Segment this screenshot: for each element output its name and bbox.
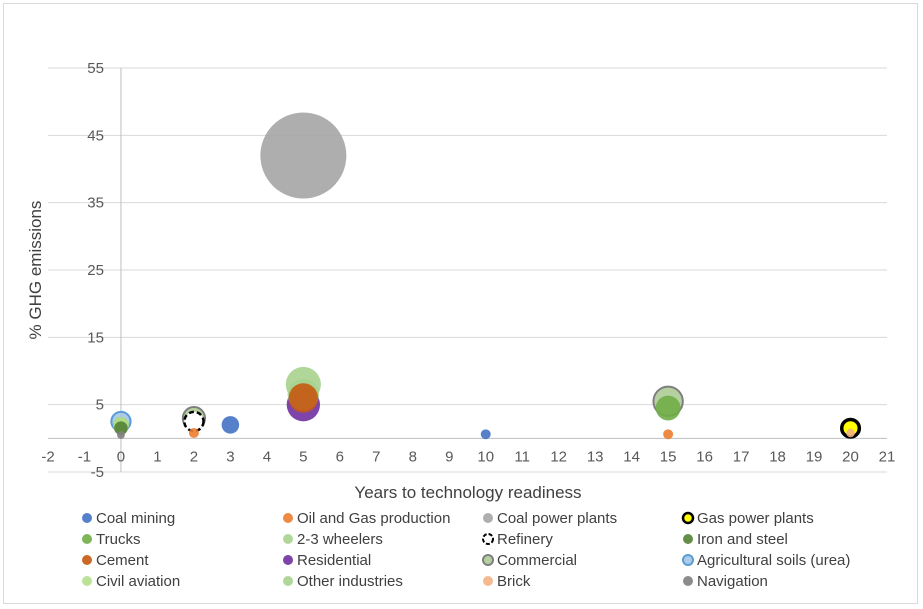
bubbles bbox=[110, 112, 862, 440]
x-tick-label: 1 bbox=[153, 448, 161, 465]
bubble-iron-and-steel bbox=[114, 421, 128, 436]
x-tick-label: 9 bbox=[445, 448, 453, 465]
x-axis-title: Years to technology readiness bbox=[354, 483, 581, 502]
x-tick-label: 15 bbox=[660, 448, 677, 465]
gridlines bbox=[48, 67, 887, 473]
legend-marker bbox=[283, 534, 293, 544]
legend: Coal mining Oil and Gas production Coal po… bbox=[82, 510, 850, 590]
x-tick-label: 11 bbox=[514, 448, 530, 465]
x-tick-label: 20 bbox=[842, 448, 859, 465]
legend-label: Brick bbox=[497, 573, 531, 590]
x-tick-label: 18 bbox=[769, 448, 786, 465]
legend-marker bbox=[283, 576, 293, 586]
legend-label: 2-3 wheelers bbox=[297, 531, 383, 548]
bubble-coal-mining bbox=[480, 429, 491, 440]
x-tick-label: 19 bbox=[806, 448, 823, 465]
legend-marker bbox=[82, 555, 92, 565]
bubble-trucks bbox=[655, 395, 681, 421]
x-tick-label: -1 bbox=[78, 448, 91, 465]
legend-marker bbox=[683, 534, 693, 544]
legend-label: Residential bbox=[297, 552, 371, 569]
legend-label: Cement bbox=[96, 552, 149, 569]
legend-marker bbox=[82, 513, 92, 523]
bubble-navigation bbox=[117, 431, 125, 439]
y-axis-title: % GHG emissions bbox=[26, 201, 45, 340]
y-tick-label: 25 bbox=[87, 262, 104, 279]
legend-marker bbox=[483, 513, 493, 523]
legend-marker bbox=[683, 576, 693, 586]
x-tick-label: 6 bbox=[336, 448, 344, 465]
axes bbox=[48, 68, 887, 472]
legend-marker bbox=[283, 513, 293, 523]
y-tick-label: -5 bbox=[91, 464, 104, 481]
legend-label: Oil and Gas production bbox=[297, 510, 450, 527]
bubble-coal-power-plants bbox=[260, 112, 347, 199]
x-tick-label: 13 bbox=[587, 448, 604, 465]
legend-marker bbox=[283, 555, 293, 565]
y-tick-label: 55 bbox=[87, 60, 104, 77]
legend-marker bbox=[483, 576, 493, 586]
legend-marker bbox=[482, 554, 494, 566]
legend-marker bbox=[482, 533, 494, 545]
y-tick-label: 15 bbox=[87, 329, 104, 346]
legend-label: Coal power plants bbox=[497, 510, 617, 527]
x-tick-label: 2 bbox=[190, 448, 198, 465]
legend-label: Civil aviation bbox=[96, 573, 180, 590]
x-tick-label: 8 bbox=[409, 448, 417, 465]
x-tick-label: 17 bbox=[733, 448, 750, 465]
x-tick-label: 4 bbox=[263, 448, 271, 465]
y-tick-label: 5 bbox=[96, 397, 104, 414]
x-tick-label: 3 bbox=[226, 448, 234, 465]
legend-marker bbox=[682, 554, 694, 566]
legend-marker bbox=[82, 576, 92, 586]
legend-label: Refinery bbox=[497, 531, 553, 548]
bubble-oil-and-gas-production bbox=[663, 429, 674, 440]
bubble-brick bbox=[846, 428, 855, 438]
legend-label: Iron and steel bbox=[697, 531, 788, 548]
x-tick-label: 16 bbox=[696, 448, 713, 465]
legend-label: Gas power plants bbox=[697, 510, 814, 527]
legend-label: Agricultural soils (urea) bbox=[697, 552, 850, 569]
x-tick-label: 21 bbox=[879, 448, 896, 465]
bubble-refinery bbox=[183, 410, 205, 433]
legend-label: Trucks bbox=[96, 531, 140, 548]
y-tick-label: 35 bbox=[87, 195, 104, 212]
legend-marker bbox=[681, 511, 695, 525]
x-tick-label: 14 bbox=[623, 448, 640, 465]
legend-label: Navigation bbox=[697, 573, 768, 590]
x-tick-label: 0 bbox=[117, 448, 125, 465]
bubble-cement bbox=[288, 383, 319, 413]
x-tick-label: -2 bbox=[41, 448, 54, 465]
legend-label: Coal mining bbox=[96, 510, 175, 527]
legend-label: Other industries bbox=[297, 573, 403, 590]
legend-marker bbox=[82, 534, 92, 544]
x-tick-label: 12 bbox=[550, 448, 567, 465]
bubble-oil-and-gas-production bbox=[188, 427, 199, 438]
bubble-coal-mining bbox=[221, 416, 240, 434]
legend-label: Commercial bbox=[497, 552, 577, 569]
x-tick-label: 7 bbox=[372, 448, 380, 465]
x-tick-label: 5 bbox=[299, 448, 307, 465]
chart-frame bbox=[3, 3, 918, 604]
x-tick-label: 10 bbox=[477, 448, 494, 465]
y-tick-label: 45 bbox=[87, 127, 104, 144]
